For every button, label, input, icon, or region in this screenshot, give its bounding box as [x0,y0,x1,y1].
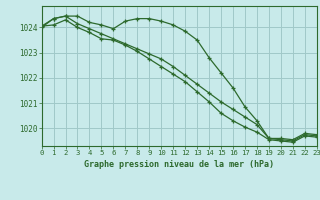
X-axis label: Graphe pression niveau de la mer (hPa): Graphe pression niveau de la mer (hPa) [84,160,274,169]
